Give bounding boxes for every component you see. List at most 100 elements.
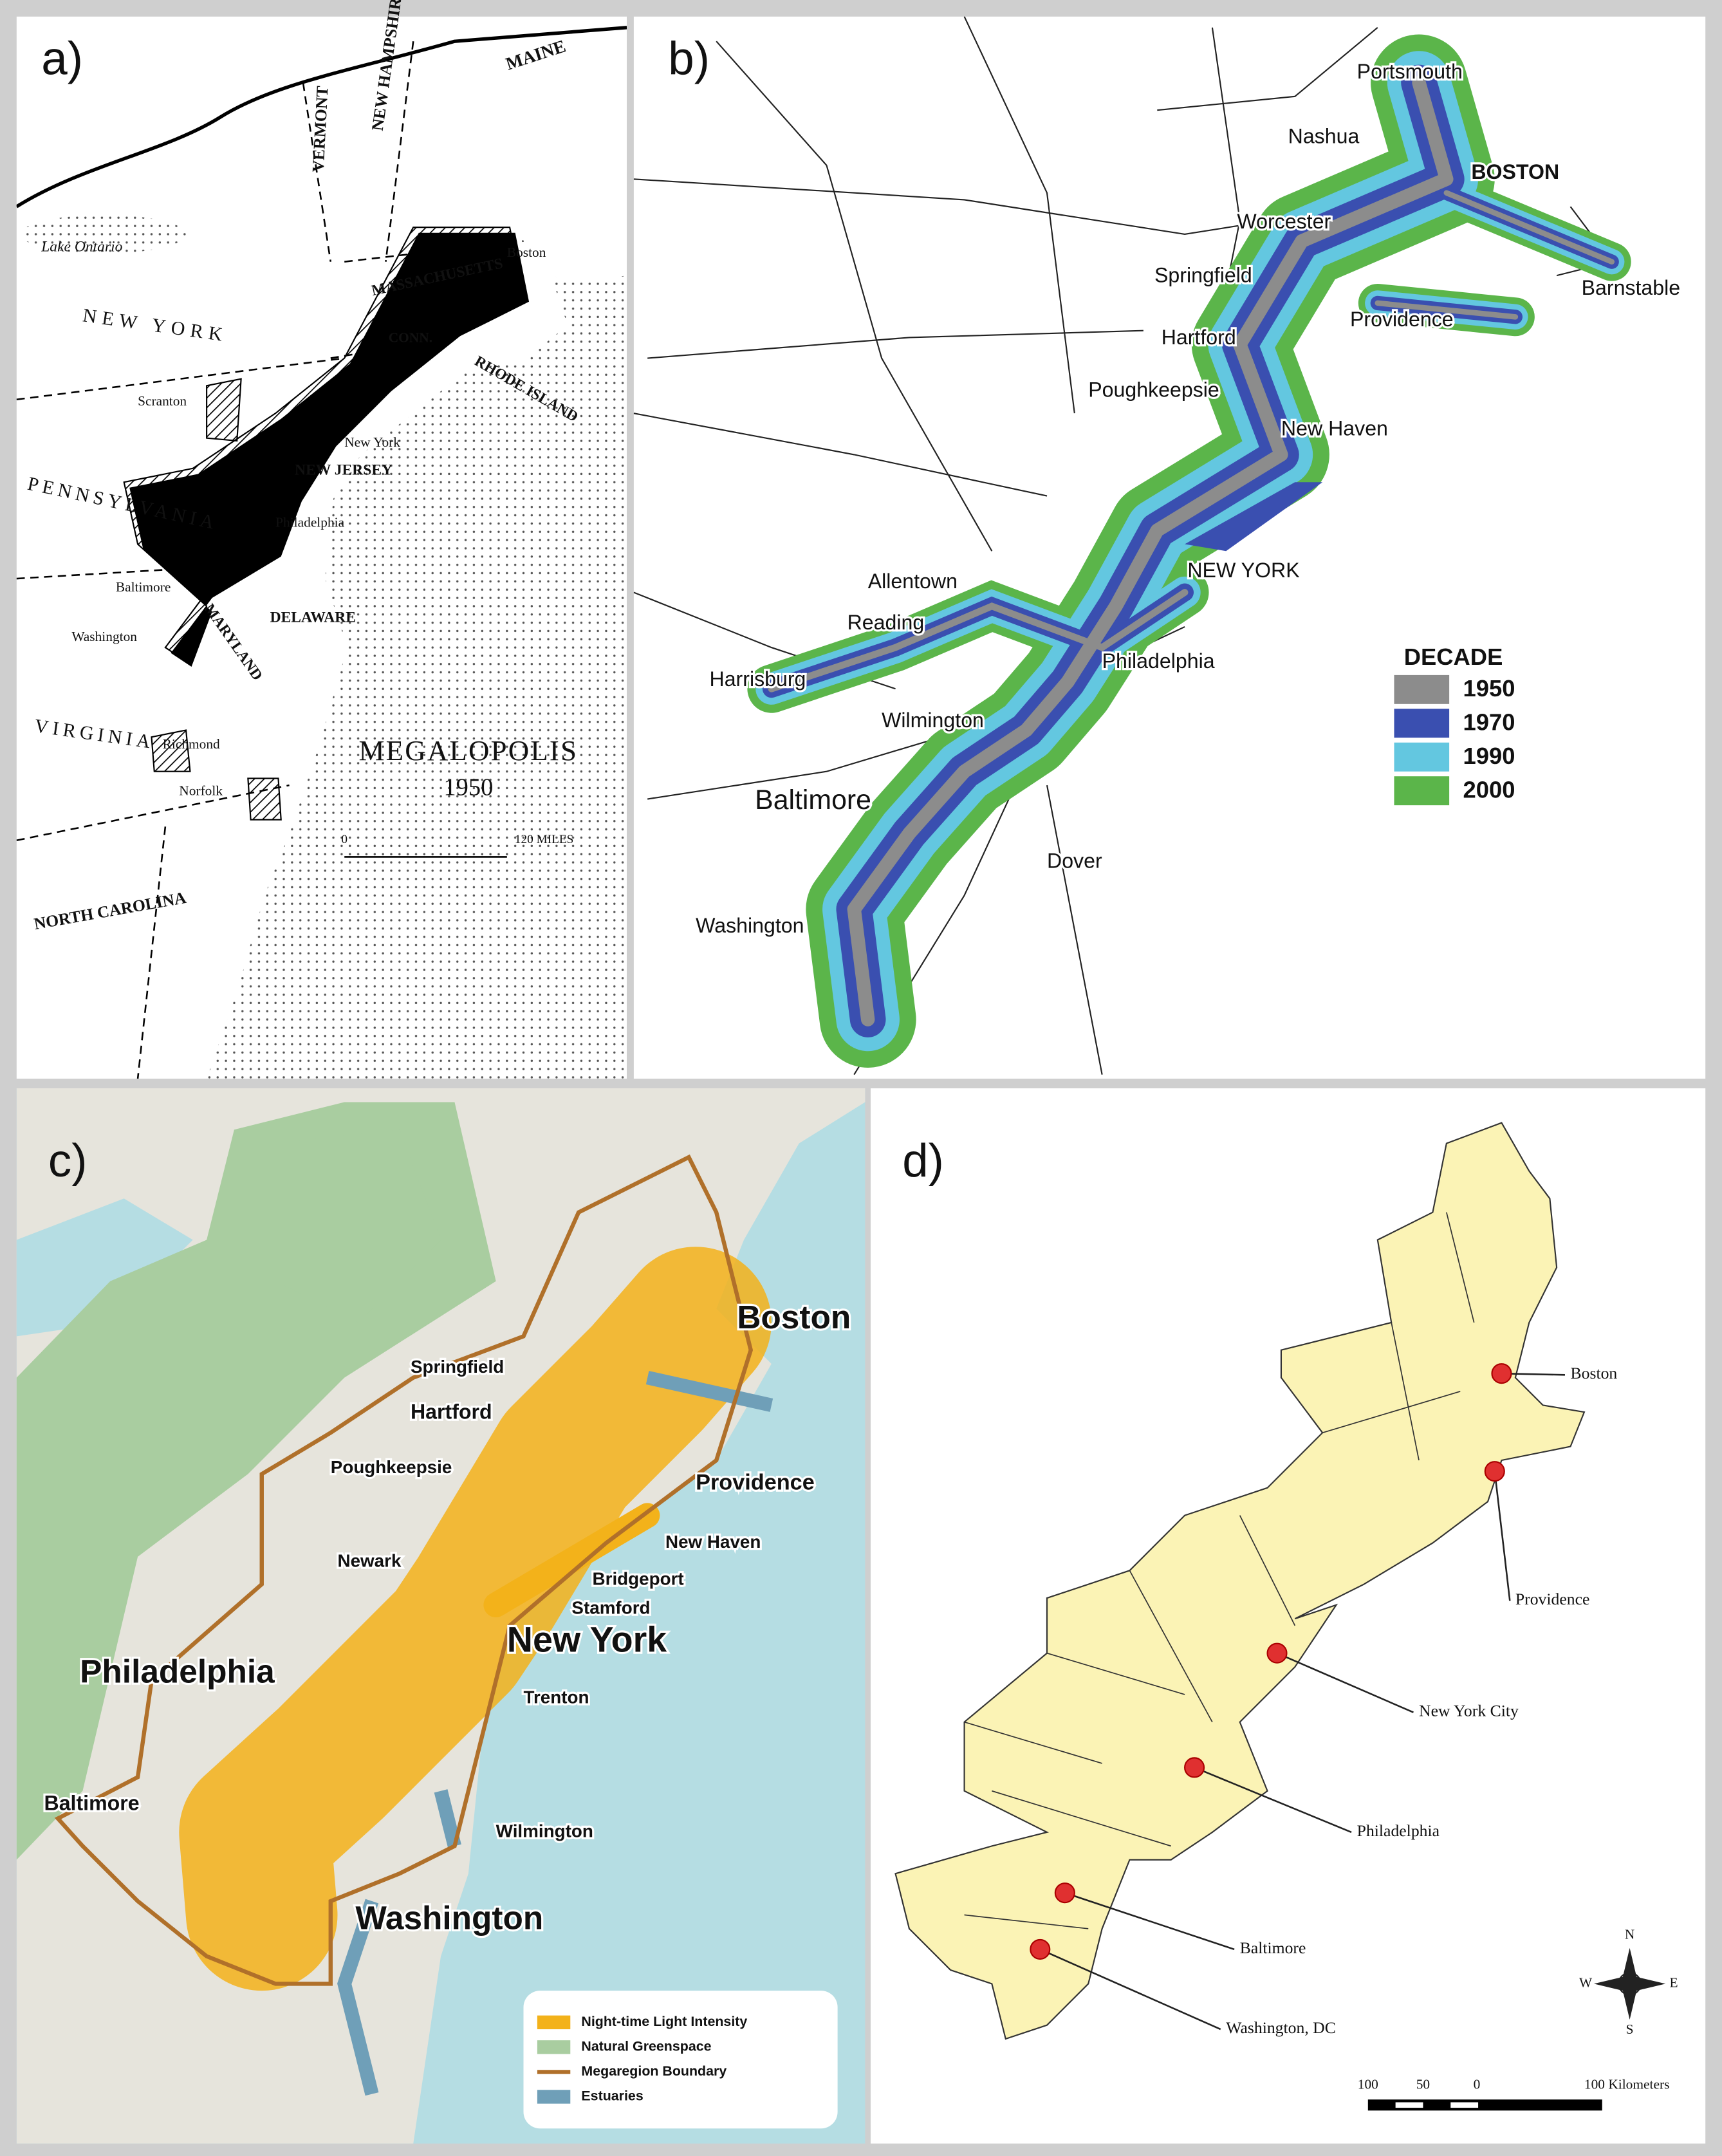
place-label: Providence: [1350, 308, 1454, 331]
legend-swatch: [1394, 742, 1450, 772]
place-label: Dover: [1047, 849, 1102, 872]
place-label: Reading: [847, 611, 925, 634]
place-label: Harrisburg: [710, 667, 806, 691]
place-label: Wilmington: [496, 1821, 593, 1841]
compass-label: W: [1579, 1975, 1593, 1990]
panel-a: [16, 16, 627, 1079]
place-label: Washington: [696, 914, 804, 937]
place-label: BOSTON: [1471, 160, 1559, 183]
legend-label: 1990: [1463, 743, 1515, 769]
city-marker: [1030, 1938, 1051, 1960]
compass-label: E: [1670, 1975, 1678, 1990]
place-label: Hartford: [1162, 326, 1236, 349]
panel-label: a): [41, 33, 83, 85]
place-label: Barnstable: [1582, 276, 1681, 299]
scale-segment: [1367, 2099, 1602, 2111]
place-label: New York: [344, 434, 400, 450]
compass-label: N: [1625, 1926, 1634, 1942]
road: [633, 16, 1613, 1075]
place-label: Nashua: [1288, 125, 1360, 148]
scale-label: 100: [1358, 2077, 1378, 2092]
legend-swatch: [537, 2015, 571, 2030]
city-marker: [1184, 1757, 1205, 1778]
ocean: [207, 275, 627, 1079]
cities: [1030, 1363, 1565, 2031]
panel-d: [870, 1088, 1706, 2144]
panel-label: d): [902, 1135, 944, 1187]
panel-b: [633, 16, 1706, 1079]
place-label: Washington: [71, 629, 137, 644]
leader-line: [1064, 1891, 1235, 1951]
compass-rose: [1593, 1947, 1666, 2020]
place-label: New Haven: [1281, 416, 1388, 440]
city-label: Baltimore: [1240, 1938, 1306, 1957]
city-label: Boston: [1571, 1364, 1618, 1382]
place-label: New York: [507, 1619, 667, 1659]
place-label: Providence: [696, 1470, 815, 1494]
place-label: CONN.: [389, 330, 432, 345]
place-label: Boston: [507, 245, 546, 260]
megaregion-counties: [894, 1122, 1586, 2040]
legend-swatch: [537, 2090, 571, 2104]
legend-label: Night-time Light Intensity: [581, 2014, 747, 2029]
megaregion-boundary: [54, 1154, 754, 1986]
place-label: Bridgeport: [593, 1569, 684, 1589]
map-title: MEGALOPOLIS: [359, 734, 579, 767]
scale-segment: [1450, 2102, 1479, 2108]
place-label: NEW JERSEY: [295, 461, 393, 478]
legend-title: DECADE: [1404, 644, 1503, 670]
place-label: Poughkeepsie: [1088, 378, 1219, 401]
compass-star: [1593, 1947, 1666, 2020]
scale-label: 0: [341, 833, 347, 846]
city-label: Washington, DC: [1226, 2018, 1336, 2037]
city-marker: [1491, 1363, 1512, 1384]
legend-swatch: [1394, 674, 1450, 704]
place-label: New Haven: [665, 1532, 761, 1552]
city-label: New York City: [1419, 1702, 1519, 1720]
place-label: Springfield: [411, 1357, 504, 1377]
scale-label: 0: [1474, 2077, 1481, 2092]
megalopolis: [206, 378, 242, 442]
place-label: Baltimore: [755, 785, 871, 815]
legend-box: [523, 1991, 838, 2129]
leader-line: [1501, 1372, 1565, 1376]
urban-growth: [747, 34, 1631, 1068]
legend-label: 1970: [1463, 709, 1515, 735]
panel-label: c): [48, 1135, 88, 1187]
place-label: DELAWARE: [270, 609, 356, 626]
place-label: Philadelphia: [1102, 649, 1215, 673]
legend-swatch: [1394, 709, 1450, 738]
place-label: Springfield: [1154, 264, 1252, 287]
city-marker: [1484, 1461, 1505, 1482]
place-label: Philadelphia: [275, 514, 344, 530]
border: [16, 26, 627, 209]
compass-label: S: [1626, 2021, 1634, 2037]
place-label: Richmond: [163, 736, 220, 752]
leader-line: [1194, 1767, 1352, 1834]
place-label: Trenton: [524, 1687, 589, 1707]
legend-swatch: [1394, 776, 1450, 806]
place-label: Scranton: [138, 393, 187, 409]
leader-line: [1039, 1948, 1221, 2031]
scale-bar: [1367, 2099, 1602, 2111]
lake: [21, 214, 187, 254]
city-label: Philadelphia: [1357, 1821, 1440, 1840]
leader-line: [1277, 1652, 1414, 1713]
place-label: Newark: [337, 1551, 401, 1571]
city-marker: [1054, 1882, 1075, 1904]
place-label: Stamford: [571, 1598, 650, 1618]
long-island: [1185, 482, 1323, 552]
legend-swatch: [537, 2040, 571, 2054]
megaregion: [16, 1102, 773, 2096]
greenspace: [275, 1129, 441, 1323]
light-intensity: [179, 1247, 772, 1991]
map-year: 1950: [443, 774, 493, 801]
scale-label: 50: [1416, 2077, 1430, 2092]
decade-0: [847, 75, 1454, 1027]
city-label: Providence: [1515, 1590, 1590, 1608]
estuary: [337, 1371, 773, 2096]
megalopolis: [247, 777, 282, 821]
place-label: Baltimore: [44, 1792, 140, 1815]
